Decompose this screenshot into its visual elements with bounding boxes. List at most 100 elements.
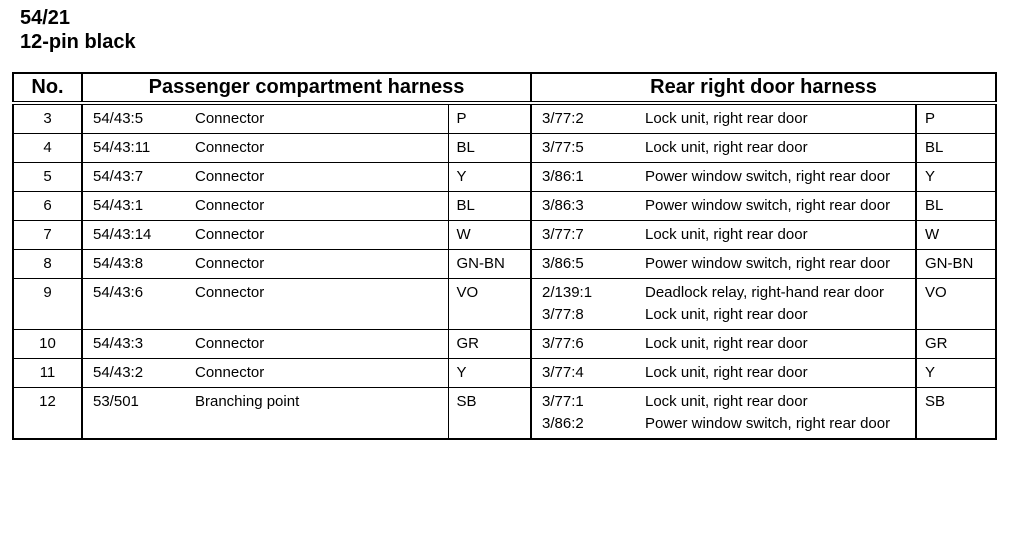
passenger-wire-color: GR — [447, 329, 532, 359]
passenger-cell: 53/501 Branching point — [81, 387, 448, 440]
passenger-cell: 54/43:1 Connector — [81, 191, 448, 221]
table-row: 4 54/43:11 Connector BL 3/77:5 Lock unit, … — [12, 133, 997, 163]
passenger-name: Connector — [195, 226, 265, 243]
connector-id: 54/21 — [20, 7, 71, 29]
rear-entry: 3/86:1 Power window switch, right rear do… — [532, 166, 915, 188]
rear-wire-color: BL — [915, 191, 997, 221]
rear-code: 3/77:6 — [542, 335, 584, 352]
passenger-cell: 54/43:3 Connector — [81, 329, 448, 359]
table-row: 7 54/43:14 Connector W 3/77:7 Lock unit, r… — [12, 220, 997, 250]
passenger-name: Connector — [195, 364, 265, 381]
passenger-wire-color: SB — [447, 387, 532, 440]
passenger-code: 54/43:8 — [93, 255, 144, 272]
rear-cell: 3/86:1 Power window switch, right rear do… — [530, 162, 917, 192]
pin-number: 12 — [12, 387, 83, 440]
pin-number: 3 — [12, 102, 83, 134]
passenger-wire-color: BL — [447, 191, 532, 221]
passenger-wire-color: P — [447, 102, 532, 134]
passenger-name: Connector — [195, 110, 265, 127]
header-rear: Rear right door harness — [530, 72, 997, 105]
rear-entry: 3/77:1 Lock unit, right rear door — [532, 391, 915, 413]
rear-entry: 3/77:2 Lock unit, right rear door — [532, 108, 915, 130]
rear-description: Lock unit, right rear door — [645, 364, 808, 381]
passenger-name: Connector — [195, 168, 265, 185]
passenger-code: 53/501 — [93, 393, 139, 410]
rear-entry: 2/139:1 Deadlock relay, right-hand rear d… — [532, 282, 915, 304]
passenger-code: 54/43:2 — [93, 364, 144, 381]
rear-entry: 3/86:3 Power window switch, right rear do… — [532, 195, 915, 217]
passenger-cell: 54/43:5 Connector — [81, 102, 448, 134]
rear-description: Power window switch, right rear door — [645, 168, 891, 185]
rear-entry: 3/86:2 Power window switch, right rear do… — [532, 413, 915, 435]
passenger-code: 54/43:6 — [93, 284, 144, 301]
rear-description: Power window switch, right rear door — [645, 415, 891, 432]
rear-description: Lock unit, right rear door — [645, 335, 808, 352]
rear-code: 3/77:1 — [542, 393, 584, 410]
table-row: 6 54/43:1 Connector BL 3/86:3 Power window… — [12, 191, 997, 221]
passenger-wire-color: BL — [447, 133, 532, 163]
rear-description: Power window switch, right rear door — [645, 197, 891, 214]
rear-cell: 3/77:1 Lock unit, right rear door 3/86:2 Po… — [530, 387, 917, 440]
rear-wire-color: W — [915, 220, 997, 250]
rear-description: Lock unit, right rear door — [645, 226, 808, 243]
passenger-cell: 54/43:6 Connector — [81, 278, 448, 330]
pinout-table: No. Passenger compartment harness Rear r… — [12, 72, 997, 440]
rear-entry: 3/77:6 Lock unit, right rear door — [532, 333, 915, 355]
passenger-wire-color: Y — [447, 162, 532, 192]
passenger-wire-color: Y — [447, 358, 532, 388]
rear-wire-color: GR — [915, 329, 997, 359]
pin-number: 5 — [12, 162, 83, 192]
table-row: 9 54/43:6 Connector VO 2/139:1 Deadlock re… — [12, 278, 997, 330]
table-body: 3 54/43:5 Connector P 3/77:2 Lock unit, ri… — [12, 102, 997, 440]
rear-entry: 3/77:5 Lock unit, right rear door — [532, 137, 915, 159]
pin-number: 7 — [12, 220, 83, 250]
rear-code: 3/86:1 — [542, 168, 584, 185]
rear-description: Lock unit, right rear door — [645, 306, 808, 323]
passenger-name: Branching point — [195, 393, 300, 410]
passenger-code: 54/43:3 — [93, 335, 144, 352]
pin-number: 10 — [12, 329, 83, 359]
rear-code: 2/139:1 — [542, 284, 593, 301]
rear-description: Deadlock relay, right-hand rear door — [645, 284, 885, 301]
passenger-name: Connector — [195, 197, 265, 214]
header-passenger: Passenger compartment harness — [81, 72, 532, 105]
table-row: 5 54/43:7 Connector Y 3/86:1 Power window … — [12, 162, 997, 192]
rear-description: Lock unit, right rear door — [645, 139, 808, 156]
passenger-cell: 54/43:2 Connector — [81, 358, 448, 388]
rear-code: 3/77:4 — [542, 364, 584, 381]
passenger-name: Connector — [195, 139, 265, 156]
rear-wire-color: P — [915, 102, 997, 134]
rear-description: Lock unit, right rear door — [645, 393, 808, 410]
rear-code: 3/77:2 — [542, 110, 584, 127]
passenger-code: 54/43:5 — [93, 110, 144, 127]
rear-wire-color: GN-BN — [915, 249, 997, 279]
connector-description: 12-pin black — [20, 31, 136, 53]
passenger-wire-color: W — [447, 220, 532, 250]
rear-description: Lock unit, right rear door — [645, 110, 808, 127]
rear-wire-color: VO — [915, 278, 997, 330]
pin-number: 11 — [12, 358, 83, 388]
table-row: 8 54/43:8 Connector GN-BN 3/86:5 Power win… — [12, 249, 997, 279]
rear-code: 3/77:8 — [542, 306, 584, 323]
rear-cell: 3/77:2 Lock unit, right rear door — [530, 102, 917, 134]
rear-entry: 3/77:4 Lock unit, right rear door — [532, 362, 915, 384]
passenger-code: 54/43:11 — [93, 139, 151, 156]
rear-wire-color: Y — [915, 358, 997, 388]
rear-description: Power window switch, right rear door — [645, 255, 891, 272]
pin-number: 8 — [12, 249, 83, 279]
passenger-cell: 54/43:14 Connector — [81, 220, 448, 250]
pin-number: 6 — [12, 191, 83, 221]
passenger-cell: 54/43:7 Connector — [81, 162, 448, 192]
rear-cell: 2/139:1 Deadlock relay, right-hand rear d… — [530, 278, 917, 330]
rear-entry: 3/77:8 Lock unit, right rear door — [532, 304, 915, 326]
passenger-wire-color: GN-BN — [447, 249, 532, 279]
header-no: No. — [12, 72, 83, 105]
passenger-code: 54/43:14 — [93, 226, 152, 243]
rear-cell: 3/77:4 Lock unit, right rear door — [530, 358, 917, 388]
rear-wire-color: Y — [915, 162, 997, 192]
table-row: 11 54/43:2 Connector Y 3/77:4 Lock unit, r… — [12, 358, 997, 388]
passenger-name: Connector — [195, 284, 265, 301]
passenger-cell: 54/43:8 Connector — [81, 249, 448, 279]
pin-number: 9 — [12, 278, 83, 330]
pin-number: 4 — [12, 133, 83, 163]
